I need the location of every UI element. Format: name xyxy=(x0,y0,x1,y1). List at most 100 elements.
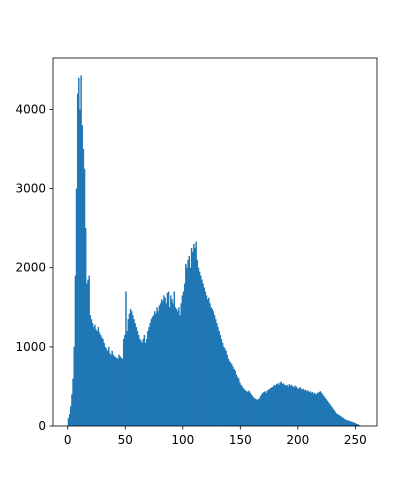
bar xyxy=(340,416,342,426)
bar xyxy=(134,323,136,426)
bar xyxy=(308,391,310,426)
bar xyxy=(181,295,184,426)
bar xyxy=(289,385,292,426)
bar xyxy=(355,423,357,426)
bar xyxy=(305,391,308,426)
bar xyxy=(224,348,226,426)
bar xyxy=(175,308,178,426)
bar xyxy=(288,384,291,426)
bar xyxy=(255,399,257,426)
bar xyxy=(263,391,265,426)
bar xyxy=(147,331,149,426)
bar xyxy=(290,384,293,426)
axes-frame xyxy=(52,57,378,427)
bar xyxy=(231,364,233,426)
bar xyxy=(300,388,302,426)
bar xyxy=(303,390,306,426)
bar xyxy=(157,311,159,426)
x-tick-label: 200 xyxy=(286,433,309,447)
bar xyxy=(317,392,319,426)
bar xyxy=(193,243,195,426)
bar xyxy=(140,340,142,426)
bar xyxy=(131,311,133,426)
bar xyxy=(196,259,199,426)
bar xyxy=(185,263,187,426)
bar xyxy=(331,407,333,426)
bar xyxy=(154,311,156,426)
bar xyxy=(129,308,132,426)
bar xyxy=(241,386,243,426)
bar xyxy=(264,391,266,426)
bar xyxy=(174,307,177,426)
bar xyxy=(68,414,71,426)
bar xyxy=(266,390,269,426)
bar xyxy=(166,293,169,426)
bar xyxy=(351,422,354,426)
bar xyxy=(114,357,117,426)
bar xyxy=(109,353,111,426)
bar xyxy=(243,389,246,426)
bar xyxy=(236,376,239,426)
bar xyxy=(232,366,234,426)
bar xyxy=(84,228,87,426)
bar xyxy=(320,392,323,426)
bar xyxy=(357,424,360,426)
bar xyxy=(182,291,185,426)
y-tick-label: 1000 xyxy=(15,340,46,354)
bar xyxy=(248,390,250,426)
bar xyxy=(122,338,125,426)
bar xyxy=(354,422,356,426)
bar xyxy=(215,319,217,426)
bar xyxy=(256,399,258,426)
bar xyxy=(127,319,130,426)
bar xyxy=(112,354,115,426)
bar xyxy=(333,410,335,426)
bar xyxy=(205,295,208,426)
bar xyxy=(83,168,86,426)
bar xyxy=(158,305,161,426)
bar xyxy=(298,387,301,426)
bar xyxy=(116,357,118,426)
bar xyxy=(135,327,138,426)
bar xyxy=(221,342,224,426)
bar xyxy=(225,350,227,426)
bar xyxy=(294,385,296,426)
bar xyxy=(188,255,190,426)
bar xyxy=(149,323,151,426)
bar xyxy=(189,267,192,426)
y-tick-label: 2000 xyxy=(15,261,46,275)
y-tick-label: 4000 xyxy=(15,102,46,116)
bar xyxy=(292,386,294,426)
bar xyxy=(281,384,284,426)
bar xyxy=(106,350,109,426)
bar xyxy=(179,315,181,426)
bar xyxy=(324,397,326,426)
bar xyxy=(338,414,340,426)
bar xyxy=(233,369,235,426)
bar xyxy=(191,251,194,426)
bar xyxy=(139,338,141,426)
bar xyxy=(150,319,153,426)
bar xyxy=(330,405,332,426)
bar xyxy=(336,414,339,426)
bar xyxy=(316,393,318,426)
bar xyxy=(72,378,74,426)
bar xyxy=(110,354,112,426)
bar xyxy=(118,354,120,426)
bar xyxy=(141,342,143,426)
bar xyxy=(315,394,317,426)
bar xyxy=(187,259,189,426)
bar xyxy=(101,337,103,426)
bar xyxy=(312,393,315,426)
bar xyxy=(345,419,347,426)
bar xyxy=(159,303,162,426)
bar xyxy=(213,315,216,426)
bar xyxy=(278,384,280,426)
bar xyxy=(79,109,81,426)
bar xyxy=(80,75,82,426)
bar xyxy=(261,394,263,426)
bar xyxy=(164,297,166,426)
bar xyxy=(242,388,245,426)
bar xyxy=(143,334,146,426)
